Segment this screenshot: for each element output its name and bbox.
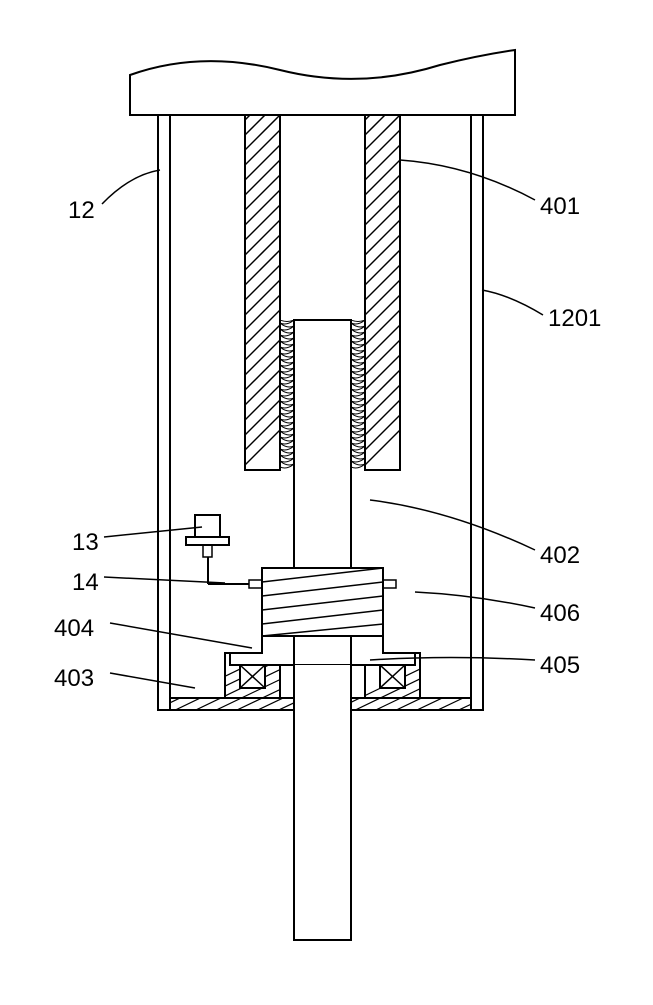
spring-left bbox=[280, 320, 294, 468]
label-401: 401 bbox=[540, 193, 580, 221]
label-14: 14 bbox=[72, 569, 99, 597]
spring-right bbox=[351, 320, 365, 468]
label-13: 13 bbox=[72, 529, 99, 557]
top-cap bbox=[130, 50, 515, 115]
motor-13 bbox=[186, 515, 229, 557]
threaded-section bbox=[262, 568, 383, 636]
right-pin bbox=[383, 580, 396, 588]
technical-diagram: 12 401 1201 13 14 402 404 406 403 405 bbox=[0, 0, 653, 1000]
label-406: 406 bbox=[540, 600, 580, 628]
left-pin bbox=[249, 580, 262, 588]
label-403: 403 bbox=[54, 665, 94, 693]
label-405: 405 bbox=[540, 652, 580, 680]
label-402: 402 bbox=[540, 542, 580, 570]
diagram-svg bbox=[0, 0, 653, 1000]
right-tube-401 bbox=[360, 75, 410, 470]
left-tube-401 bbox=[240, 75, 290, 470]
label-12: 12 bbox=[68, 197, 95, 225]
label-1201: 1201 bbox=[548, 305, 601, 333]
label-404: 404 bbox=[54, 615, 94, 643]
flange-405 bbox=[230, 636, 415, 665]
